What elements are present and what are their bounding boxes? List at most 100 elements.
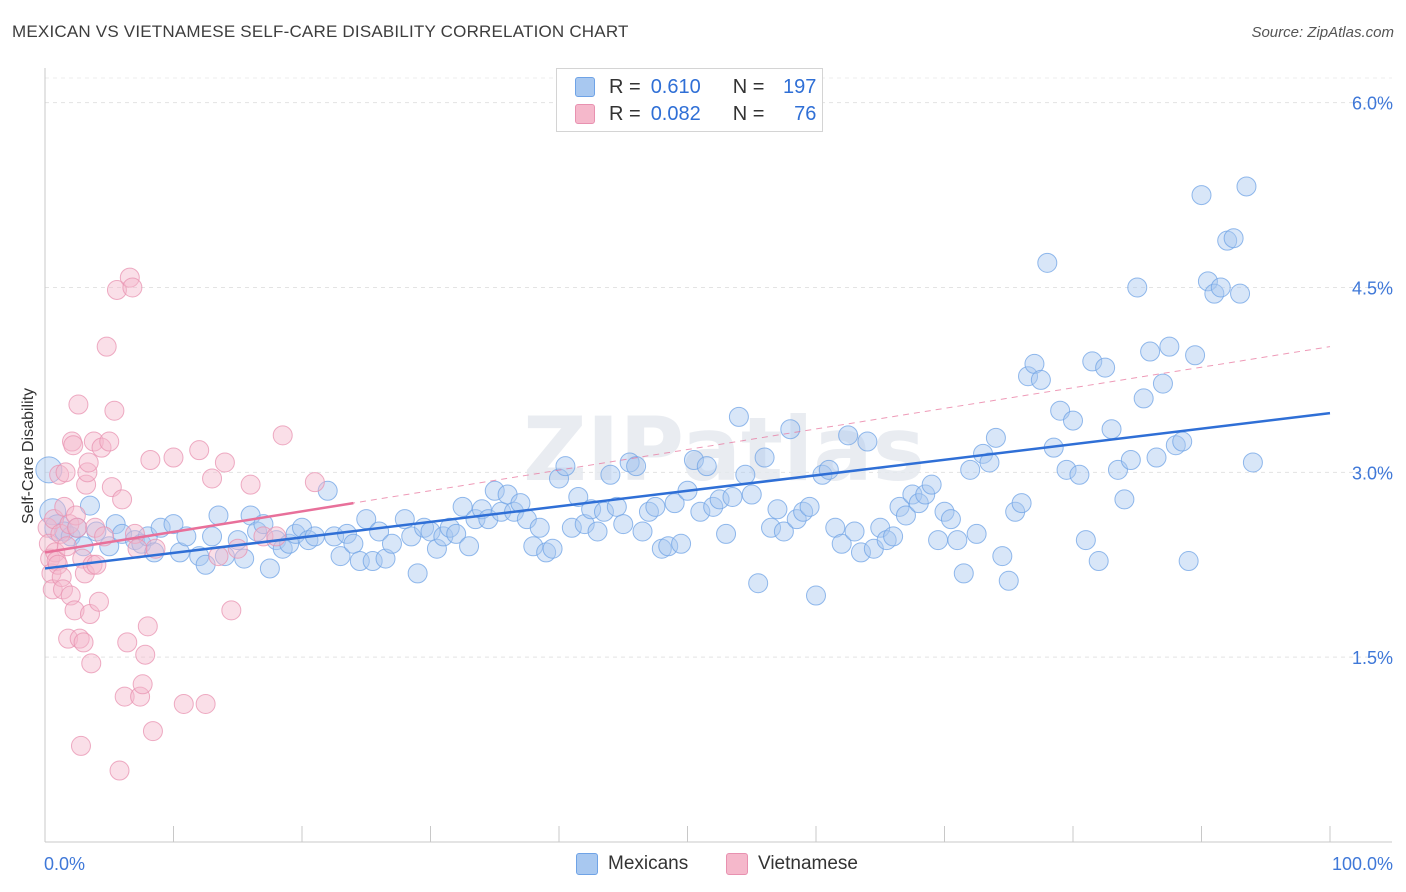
data-point [214,452,235,473]
chart-source: Source: ZipAtlas.com [1251,24,1394,41]
bottom-legend-mexicans: Mexicans [576,852,688,876]
data-point [1127,277,1148,298]
data-point [1114,489,1135,510]
y-tick-label: 4.5% [1352,278,1393,298]
data-point [1069,464,1090,485]
x-tick-label-max: 100.0% [1332,854,1393,874]
data-point [561,517,582,538]
data-point [189,440,210,461]
data-point [568,486,589,507]
data-point [63,435,84,456]
data-point [1088,551,1109,572]
data-point [58,628,79,649]
watermark: ZIPatlas [523,398,925,501]
data-point [1075,530,1096,551]
data-point [915,484,936,505]
data-point [137,616,158,637]
trend-line-mexicans [44,411,1331,570]
data-point [64,600,85,621]
data-point [838,425,859,446]
data-point [234,548,255,569]
data-point [1242,452,1263,473]
legend-swatch-vietnamese [575,104,595,124]
data-point [407,563,428,584]
data-point [1146,447,1167,468]
data-point [1018,366,1039,387]
data-point [135,644,156,665]
data-point [106,279,127,300]
data-point [70,735,91,756]
data-point [728,406,749,427]
bottom-legend-vietnamese: Vietnamese [726,852,858,876]
data-point [876,530,897,551]
data-point [780,419,801,440]
legend-row-vietnamese: R = 0.082 N = 76 [575,101,816,127]
data-point [613,514,634,535]
legend-r-label: R = [609,75,641,98]
data-point [240,474,261,495]
data-point [960,459,981,480]
legend-n-label: N = [732,75,765,98]
tick-labels: 1.5% 3.0% 4.5% 6.0% 0.0% 100.0% [44,94,1393,874]
correlation-legend: R = 0.610 N = 197 R = 0.082 N = 76 [556,68,823,132]
axes [44,68,1392,843]
data-point [1095,357,1116,378]
data-point [122,277,143,298]
data-point [202,526,223,547]
data-point [259,558,280,579]
data-point [56,536,77,557]
data-point [266,526,287,547]
data-point [1133,388,1154,409]
data-point [114,686,135,707]
data-point [88,591,109,612]
data-point [581,499,602,520]
data-point [1101,419,1122,440]
data-point [536,542,557,563]
data-point [947,530,968,551]
data-point [1191,185,1212,206]
data-point [767,499,788,520]
data-point [1056,459,1077,480]
data-point [73,632,94,653]
data-point [1152,373,1173,394]
data-point [99,431,120,452]
data-point [86,554,107,575]
data-point [671,533,692,554]
bottom-legend-swatch-mexicans [576,853,598,875]
data-point [748,573,769,594]
data-point [953,563,974,584]
data-point [818,459,839,480]
data-point [857,431,878,452]
data-point [895,505,916,526]
data-point [426,538,447,559]
data-point [998,570,1019,591]
legend-n-value: 197 [783,75,817,98]
data-point [452,496,473,517]
data-point [626,456,647,477]
data-point [722,486,743,507]
data-point [1210,277,1231,298]
data-point [195,693,216,714]
data-point [130,686,151,707]
bottom-legend-label-mexicans: Mexicans [608,853,689,874]
data-point [549,468,569,489]
data-point [68,394,89,415]
data-point [1223,228,1244,249]
legend-r-value: 0.610 [650,75,701,98]
data-point [664,493,685,514]
data-point [324,526,345,547]
data-point [1037,252,1058,273]
data-point [1236,176,1257,197]
data-point [272,425,293,446]
data-point [112,489,133,510]
data-point [104,400,125,421]
data-point [696,456,717,477]
y-tick-label: 1.5% [1352,648,1393,668]
legend-swatch-mexicans [575,77,595,97]
data-point [79,495,100,516]
data-point [799,496,820,517]
data-point [1178,551,1199,572]
data-point [979,452,1000,473]
data-point [606,496,627,517]
data-point [1120,450,1141,470]
